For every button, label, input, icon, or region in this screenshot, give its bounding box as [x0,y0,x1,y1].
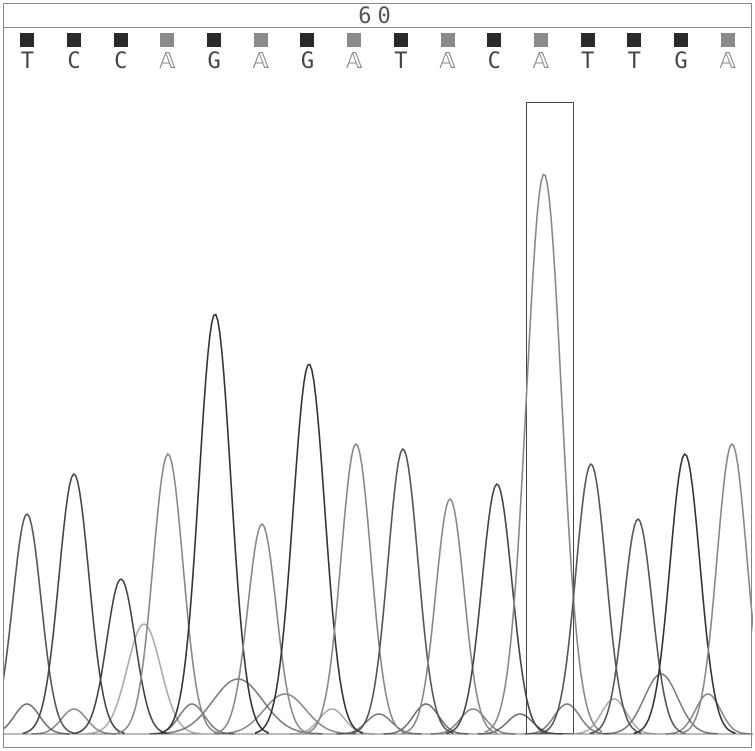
quality-box [160,33,174,47]
base-letter: 𝔸 [253,51,269,73]
quality-box [394,33,408,47]
base-column: C [51,29,98,73]
base-letter: T [21,51,34,73]
base-letter: C [114,51,127,73]
trace-peak [24,474,124,734]
base-column: T [378,29,425,73]
trace-peak [150,704,234,734]
base-letter: 𝔸 [159,51,175,73]
quality-box [487,33,501,47]
position-label: 60 [358,4,397,29]
base-column: T [611,29,658,73]
trace-peak [635,454,735,734]
base-letter: 𝔸 [439,51,455,73]
trace-peak [162,315,268,735]
chromatogram-trace [4,74,753,746]
base-letter: 𝔸 [533,51,549,73]
trace-peak [353,449,453,734]
trace-peak [485,175,601,734]
base-letter: G [207,51,220,73]
base-column: T [564,29,611,73]
position-header: 60 [4,4,751,28]
base-column: T [4,29,51,73]
quality-box [441,33,455,47]
base-letter: T [581,51,594,73]
base-column: 𝔸 [237,29,284,73]
trace-peak [525,704,609,734]
chromatogram-container: 60 T C C 𝔸 G 𝔸 G 𝔸 T 𝔸 C 𝔸 T T G 𝔸 [3,3,752,748]
quality-box [627,33,641,47]
trace-peak [215,694,355,734]
base-letter: C [67,51,80,73]
base-column: 𝔸 [331,29,378,73]
base-letter: T [628,51,641,73]
base-column: 𝔸 [144,29,191,73]
quality-box [67,33,81,47]
base-column: 𝔸 [424,29,471,73]
base-call-row: TCC𝔸G𝔸G𝔸T𝔸C𝔸TTG𝔸 [4,29,751,73]
base-letter: 𝔸 [346,51,362,73]
base-column: G [191,29,238,73]
trace-peak [431,709,515,734]
quality-box [674,33,688,47]
quality-box [534,33,548,47]
trace-peak [32,709,116,734]
base-letter: 𝔸 [720,51,736,73]
quality-box [300,33,314,47]
base-column: G [284,29,331,73]
trace-peak [306,444,406,734]
trace-peak [4,514,73,734]
quality-box [254,33,268,47]
trace-peak [214,524,308,734]
trace-peak [402,499,496,734]
quality-box [114,33,128,47]
base-letter: G [301,51,314,73]
quality-box [20,33,34,47]
trace-peak [256,365,362,735]
base-letter: G [674,51,687,73]
base-column: 𝔸 [704,29,751,73]
base-column: C [97,29,144,73]
trace-peak [73,579,167,734]
trace-peak [541,464,641,734]
quality-box [347,33,361,47]
base-column: C [471,29,518,73]
quality-box [721,33,735,47]
base-letter: C [488,51,501,73]
trace-peak [447,484,547,734]
quality-box [581,33,595,47]
base-letter: T [394,51,407,73]
base-column: 𝔸 [518,29,565,73]
base-column: G [658,29,705,73]
quality-box [207,33,221,47]
